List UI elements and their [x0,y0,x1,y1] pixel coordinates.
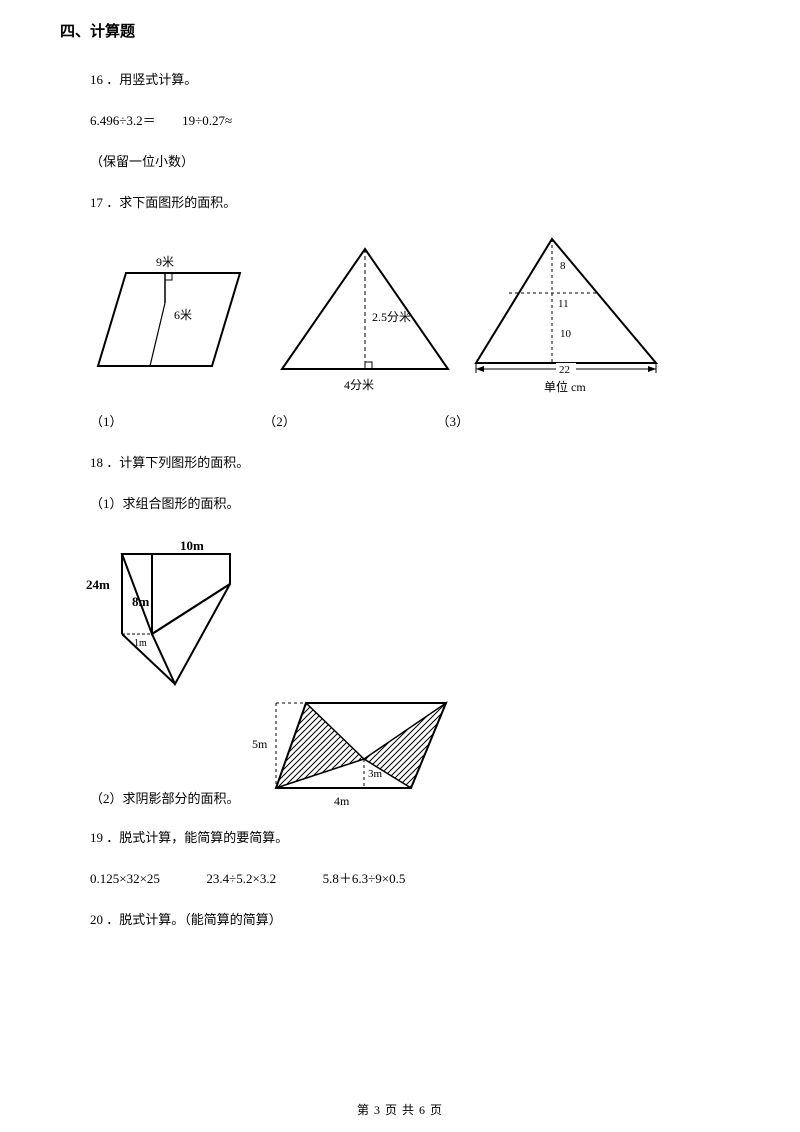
q16-text: ．用竖式计算。 [106,72,197,87]
q16-note: （保留一位小数） [60,151,740,170]
section-title: 四、计算题 [60,20,740,41]
q19-text: ．脱式计算，能简算的要简算。 [106,830,288,845]
fig1-right-angle [165,273,172,280]
page: 四、计算题 16 ．用竖式计算。 6.496÷3.2＝ 19÷0.27≈ （保留… [0,0,800,1132]
fig2-right-angle [365,362,372,369]
fig3-unit-label: 单位 cm [544,379,586,394]
q16-expr2: 19÷0.27≈ [182,113,232,128]
q18-part1: （1）求组合图形的面积。 [60,493,740,512]
q19-num: 19 [90,830,103,845]
q18-num: 18 [90,455,103,470]
q17-label-1: （1） [90,411,260,430]
q18f1-inner: 8m [132,594,150,609]
page-footer: 第 3 页 共 6 页 [0,1101,800,1118]
q19-e2: 23.4÷5.2×3.2 [206,871,276,886]
q19-e3: 5.8＋6.3÷9×0.5 [323,871,406,886]
fig1-top-label: 9米 [156,255,174,269]
fig1-height-line [150,303,165,366]
fig3-top-h-label: 8 [560,260,566,272]
q18f1-top: 10m [180,538,204,553]
q18-part2: （2）求阴影部分的面积。 [90,788,240,813]
q16-exprs: 6.496÷3.2＝ 19÷0.27≈ [60,110,740,129]
fig3-base-w-label: 22 [559,364,570,376]
q17-sub-labels: （1） （2） （3） [60,411,740,430]
arrow-l [476,366,484,372]
q18-fig1: 10m 24m 8m 1m [80,534,740,689]
q17-label-3: （3） [437,411,470,430]
q16-num: 16 [90,72,103,87]
parallelogram [98,273,240,366]
q18f1-btm [122,634,175,684]
q17-fig3: 8 11 10 22 单位 cm [466,233,666,401]
q19-line: 19 ．脱式计算，能简算的要简算。 [60,827,740,846]
q16-line: 16 ．用竖式计算。 [60,69,740,88]
q17-figures: 9米 6米 2.5分米 4分米 8 [90,233,740,401]
q18f1-left: 24m [86,577,110,592]
q20-num: 20 [90,912,103,927]
q17-fig2: 2.5分米 4分米 [270,241,460,401]
fig2-base-label: 4分米 [344,378,374,392]
q18f2-shade-left [276,703,364,788]
q19-exprs: 0.125×32×25 23.4÷5.2×3.2 5.8＋6.3÷9×0.5 [60,868,740,887]
q17-fig1: 9米 6米 [90,251,262,401]
q18-line: 18 ．计算下列图形的面积。 [60,452,740,471]
fig2-height-label: 2.5分米 [372,310,411,324]
q18-text: ．计算下列图形的面积。 [106,455,249,470]
fig1-height-label: 6米 [174,308,192,322]
q19-e1: 0.125×32×25 [90,871,160,886]
q18f1-tri [152,584,230,684]
q20-text: ．脱式计算。（能简算的简算） [106,912,282,927]
q18f2-mid: 3m [368,768,383,780]
q18f2-base: 4m [334,794,350,808]
q17-label-2: （2） [263,411,433,430]
q17-num: 17 [90,195,103,210]
fig3-bot-h-label: 10 [560,328,572,340]
q16-expr1: 6.496÷3.2＝ [90,113,156,128]
q18f2-h: 5m [252,737,268,751]
q17-line: 17 ．求下面图形的面积。 [60,192,740,211]
q20-line: 20 ．脱式计算。（能简算的简算） [60,909,740,928]
fig3-mid-w-label: 11 [558,298,569,310]
q18-fig2: 5m 3m 4m [246,693,466,813]
q17-text: ．求下面图形的面积。 [106,195,236,210]
arrow-r [648,366,656,372]
